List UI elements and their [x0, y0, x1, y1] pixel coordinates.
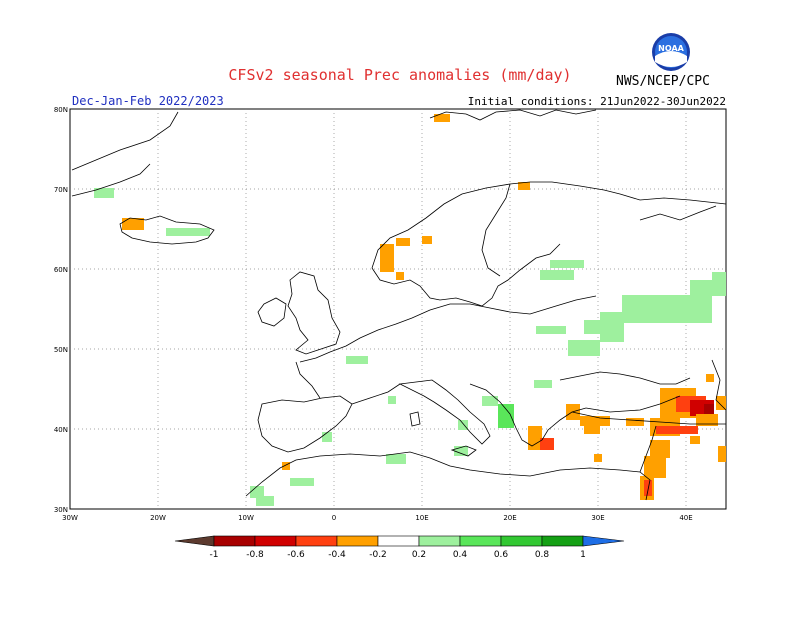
colorbar-tick: 1	[580, 550, 586, 560]
colorbar-labels: -1 -0.8 -0.6 -0.4 -0.2 0.2 0.4 0.6 0.8 1	[210, 550, 586, 560]
lon-label: 0	[332, 514, 336, 522]
colorbar-swatch	[174, 535, 215, 547]
lon-axis-labels: 30W 20W 10W 0 10E 20E 30E 40E	[62, 514, 693, 522]
coastlines	[71, 109, 727, 501]
svg-text:NOAA: NOAA	[658, 44, 684, 53]
colorbar-tick: -0.2	[369, 550, 387, 560]
colorbar-swatch	[418, 535, 461, 547]
colorbar-swatch	[459, 535, 502, 547]
lat-label: 80N	[54, 106, 68, 114]
lat-label: 50N	[54, 346, 68, 354]
lat-label: 30N	[54, 506, 68, 514]
colorbar-swatch	[582, 535, 625, 547]
lat-label: 60N	[54, 266, 68, 274]
initial-conditions: Initial conditions: 21Jun2022-30Jun2022	[467, 95, 726, 108]
colorbar-swatch	[213, 535, 256, 547]
colorbar-tick: -0.8	[246, 550, 264, 560]
lat-label: 40N	[54, 426, 68, 434]
forecast-period: Dec-Jan-Feb 2022/2023	[72, 94, 224, 108]
colorbar-swatch	[336, 535, 379, 547]
lon-label: 10W	[238, 514, 254, 522]
colorbar-tick: 0.8	[535, 550, 550, 560]
colorbar	[174, 535, 625, 547]
colorbar-tick: -1	[210, 550, 219, 560]
colorbar-tick: -0.4	[328, 550, 346, 560]
colorbar-tick: 0.4	[453, 550, 468, 560]
lon-label: 10E	[415, 514, 428, 522]
colorbar-tick: 0.2	[412, 550, 426, 560]
colorbar-tick: 0.6	[494, 550, 509, 560]
colorbar-swatch	[295, 535, 338, 547]
lon-label: 20E	[503, 514, 516, 522]
colorbar-swatch	[500, 535, 543, 547]
lat-axis-labels: 80N 70N 60N 50N 40N 30N	[54, 106, 68, 514]
map-title: CFSv2 seasonal Prec anomalies (mm/day)	[228, 66, 572, 84]
lon-label: 30W	[62, 514, 78, 522]
lat-label: 70N	[54, 186, 68, 194]
colorbar-swatch	[254, 535, 297, 547]
colorbar-swatch	[541, 535, 584, 547]
lon-label: 40E	[679, 514, 692, 522]
colorbar-tick: -0.6	[287, 550, 305, 560]
noaa-logo-icon: NOAA	[652, 33, 690, 71]
lon-label: 20W	[150, 514, 166, 522]
agency-label: NWS/NCEP/CPC	[616, 74, 710, 89]
colorbar-swatch	[377, 535, 420, 547]
map-frame	[69, 108, 727, 510]
lon-label: 30E	[591, 514, 604, 522]
